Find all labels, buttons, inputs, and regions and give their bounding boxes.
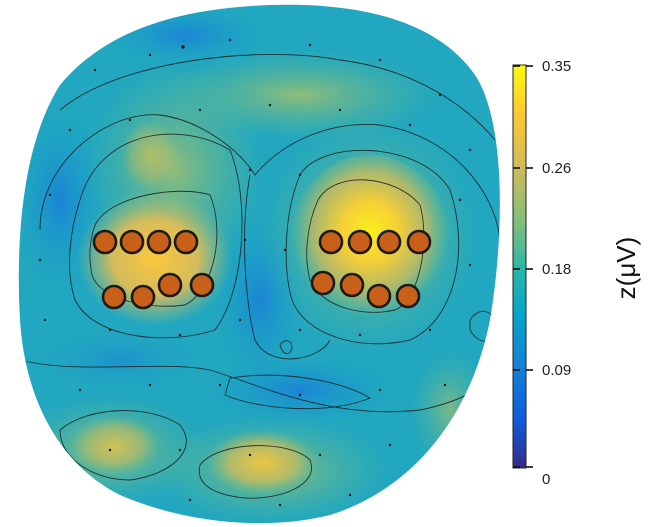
colorbar-tick-0.09: 0.09 — [542, 362, 571, 379]
electrode-marker — [366, 283, 392, 309]
electrode-marker — [376, 229, 402, 255]
electrode-marker — [92, 229, 118, 255]
colorbar-tick-0: 0 — [542, 471, 550, 488]
colorbar-unit-label: z(μV) — [611, 237, 641, 300]
colorbar-tick-0.26: 0.26 — [542, 160, 571, 177]
electrode-marker — [347, 229, 373, 255]
electrode-marker — [310, 270, 336, 296]
electrode-marker — [406, 229, 432, 255]
electrode-marker — [318, 229, 344, 255]
right-electrode-cluster — [310, 229, 432, 309]
colorbar-gradient — [513, 65, 526, 468]
electrode-marker — [130, 284, 156, 310]
electrode-marker — [146, 229, 172, 255]
electrode-marker — [157, 272, 183, 298]
left-electrode-cluster — [92, 229, 215, 310]
scalp-map — [18, 4, 500, 524]
electrode-marker — [339, 272, 365, 298]
electrode-marker — [173, 229, 199, 255]
electrode-marker — [101, 284, 127, 310]
electrode-marker — [119, 229, 145, 255]
colorbar-tick-0.35: 0.35 — [542, 58, 571, 75]
colorbar: 0.35 0.26 0.18 0.09 0 z(μV) — [512, 58, 641, 488]
electrode-marker — [395, 283, 421, 309]
electrode-marker — [189, 272, 215, 298]
colorbar-tick-0.18: 0.18 — [542, 261, 571, 278]
